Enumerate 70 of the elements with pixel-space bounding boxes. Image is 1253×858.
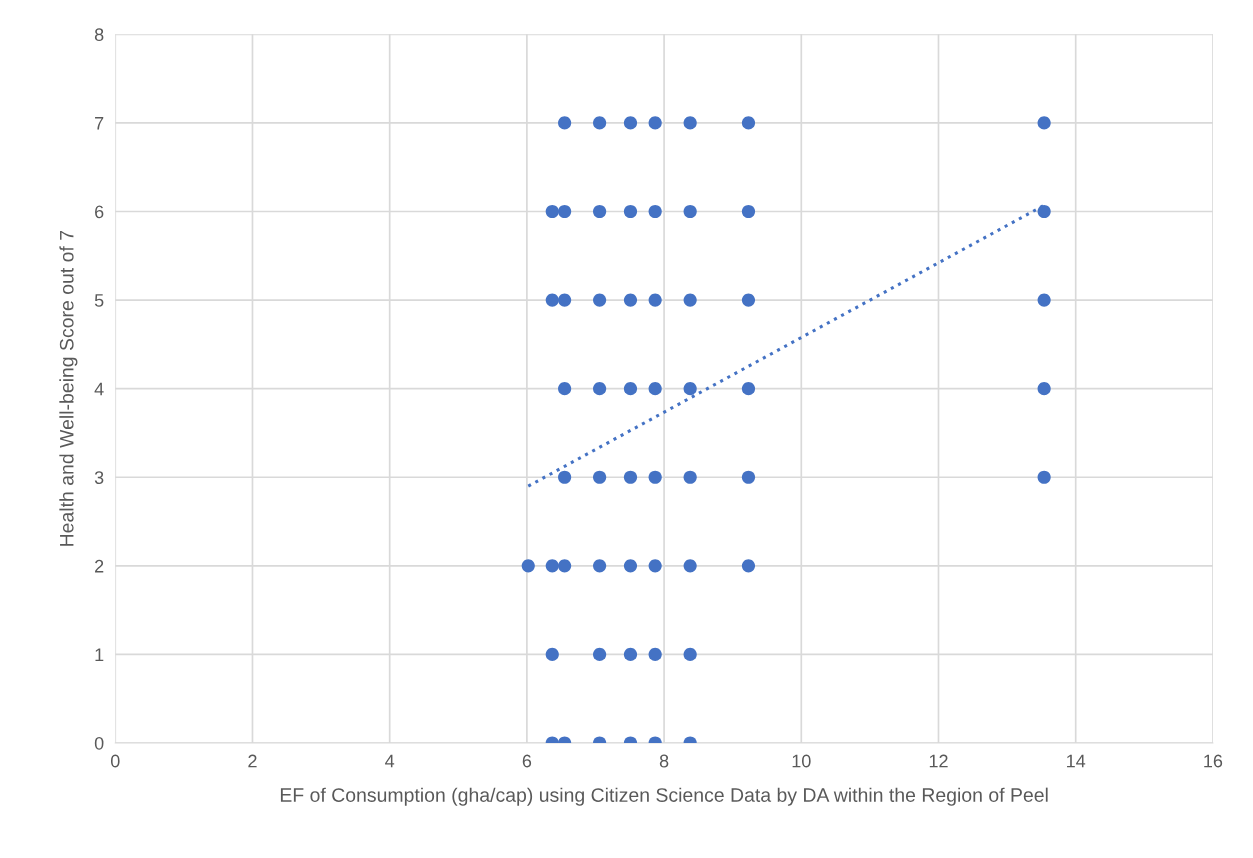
x-tick-label: 4	[385, 754, 395, 768]
y-tick-label: 3	[94, 471, 104, 484]
y-tick-label: 5	[94, 294, 104, 307]
point	[648, 470, 662, 484]
point	[623, 382, 638, 396]
point	[741, 382, 756, 396]
point	[593, 382, 607, 396]
point	[558, 382, 572, 396]
point	[741, 470, 756, 484]
x-tick-label: 6	[522, 754, 532, 768]
x-axis-title: EF of Consumption (gha/cap) using Citizen Science Data by DA within the Region of Peel	[280, 787, 1048, 806]
point	[648, 559, 662, 573]
point	[558, 116, 572, 130]
point	[648, 647, 662, 662]
point	[558, 204, 572, 219]
y-tick-label: 6	[95, 205, 104, 219]
point	[545, 647, 559, 662]
point	[648, 204, 662, 219]
y-tick-label: 2	[95, 559, 104, 573]
x-tick-label: 0	[110, 754, 120, 768]
point	[623, 647, 638, 662]
point	[648, 116, 662, 130]
point	[648, 382, 662, 396]
y-tick-label: 4	[94, 382, 104, 396]
point	[683, 204, 697, 219]
point	[741, 204, 756, 219]
point	[593, 647, 607, 662]
y-tick-label: 8	[94, 28, 104, 42]
point	[593, 470, 607, 484]
point	[1037, 382, 1051, 396]
point	[623, 470, 638, 484]
y-tick-label: 1	[95, 648, 104, 661]
point	[741, 559, 756, 573]
point	[623, 293, 638, 307]
point	[683, 382, 697, 396]
point	[558, 470, 572, 484]
point	[1037, 293, 1051, 307]
point	[593, 204, 607, 219]
point	[1037, 204, 1051, 219]
y-tick-label: 0	[94, 736, 104, 750]
point	[683, 647, 697, 662]
y-tick-label: 7	[95, 117, 104, 130]
point	[741, 116, 756, 130]
point	[1037, 470, 1051, 484]
point	[593, 116, 607, 130]
point	[683, 470, 697, 484]
point	[593, 293, 607, 307]
point	[683, 116, 697, 130]
point	[623, 116, 638, 130]
point	[648, 293, 662, 307]
x-tick-label: 14	[1067, 754, 1086, 768]
point	[558, 293, 572, 307]
x-tick-label: 12	[929, 754, 948, 768]
point	[593, 559, 607, 573]
point	[623, 559, 638, 573]
point	[683, 293, 697, 307]
x-tick-label: 8	[659, 754, 669, 768]
x-tick-label: 10	[792, 754, 811, 768]
point	[1037, 116, 1051, 130]
point	[683, 559, 697, 573]
point	[741, 293, 756, 307]
point	[521, 559, 535, 573]
point	[558, 559, 572, 573]
x-tick-label: 2	[248, 754, 257, 768]
point	[623, 204, 638, 219]
y-axis-title: Health and Well-being Score out of 7	[59, 230, 78, 546]
point	[545, 559, 559, 573]
point	[545, 204, 559, 219]
x-tick-label: 16	[1204, 754, 1223, 768]
point	[545, 293, 559, 307]
